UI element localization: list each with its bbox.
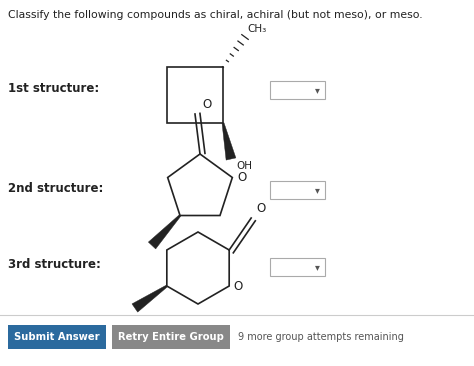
Text: ▾: ▾	[315, 85, 319, 95]
Text: 2nd structure:: 2nd structure:	[8, 182, 103, 194]
Text: CH₃: CH₃	[247, 24, 266, 34]
Text: O: O	[202, 98, 211, 111]
FancyBboxPatch shape	[270, 81, 325, 99]
Text: 3rd structure:: 3rd structure:	[8, 258, 101, 272]
FancyBboxPatch shape	[270, 181, 325, 199]
FancyBboxPatch shape	[270, 258, 325, 276]
Text: Submit Answer: Submit Answer	[14, 332, 100, 342]
Polygon shape	[222, 123, 236, 160]
Text: OH: OH	[236, 161, 252, 171]
Text: O: O	[237, 171, 246, 184]
Polygon shape	[148, 215, 181, 249]
FancyBboxPatch shape	[112, 325, 230, 349]
FancyBboxPatch shape	[8, 325, 106, 349]
Text: ▾: ▾	[315, 185, 319, 195]
Text: ▾: ▾	[315, 262, 319, 272]
Polygon shape	[132, 285, 167, 312]
Text: O: O	[256, 202, 265, 215]
Text: 1st structure:: 1st structure:	[8, 82, 99, 94]
Text: Classify the following compounds as chiral, achiral (but not meso), or meso.: Classify the following compounds as chir…	[8, 10, 423, 20]
Text: O: O	[233, 280, 242, 292]
Text: 9 more group attempts remaining: 9 more group attempts remaining	[238, 332, 404, 342]
Text: Retry Entire Group: Retry Entire Group	[118, 332, 224, 342]
